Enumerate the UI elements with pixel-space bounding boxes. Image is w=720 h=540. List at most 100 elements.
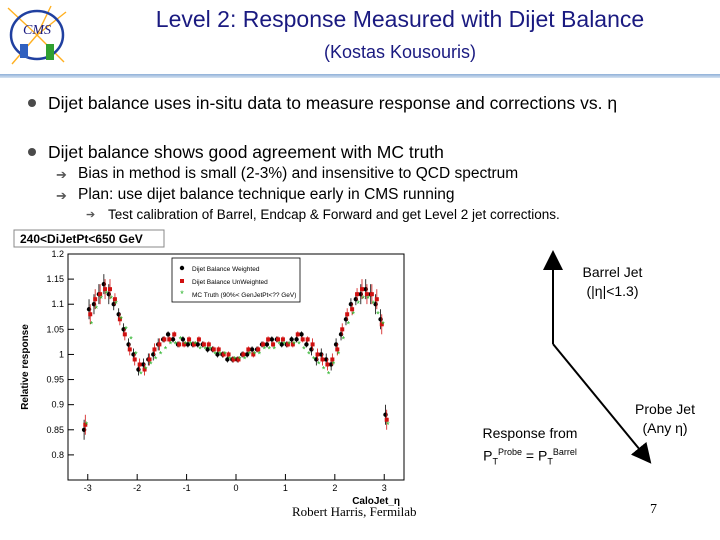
bullet-1: Dijet balance uses in-situ data to measu… bbox=[48, 93, 618, 113]
data-point: * bbox=[144, 365, 148, 375]
data-point: * bbox=[312, 354, 316, 364]
data-point: * bbox=[119, 314, 123, 324]
data-point bbox=[112, 297, 117, 302]
data-point: * bbox=[273, 344, 277, 354]
data-point: * bbox=[208, 344, 212, 354]
x-tick-label: 0 bbox=[233, 483, 238, 493]
data-point: * bbox=[228, 354, 232, 364]
data-point bbox=[305, 337, 310, 342]
slide-title: Level 2: Response Measured with Dijet Ba… bbox=[155, 6, 645, 32]
data-point bbox=[374, 297, 379, 302]
data-point: * bbox=[258, 349, 262, 359]
response-formula: PTProbe = PTBarrel bbox=[483, 447, 577, 467]
y-tick-label: 0.8 bbox=[51, 450, 64, 460]
data-point: * bbox=[174, 339, 178, 349]
data-point: * bbox=[287, 339, 291, 349]
data-point bbox=[98, 292, 103, 297]
data-point bbox=[350, 307, 355, 312]
data-point: * bbox=[361, 294, 365, 304]
data-point: * bbox=[337, 349, 341, 359]
data-point bbox=[289, 337, 294, 342]
data-point bbox=[355, 292, 360, 297]
data-point: * bbox=[95, 304, 99, 314]
data-point bbox=[177, 342, 182, 347]
probe-jet-eta: (Any η) bbox=[642, 420, 688, 436]
data-point bbox=[221, 352, 226, 357]
data-point: * bbox=[154, 354, 158, 364]
data-point: * bbox=[248, 349, 252, 359]
data-point bbox=[192, 342, 196, 347]
data-point: * bbox=[169, 339, 173, 349]
y-axis-label: Relative response bbox=[20, 324, 31, 410]
data-point bbox=[364, 292, 369, 297]
data-point bbox=[162, 337, 167, 342]
data-point: * bbox=[134, 349, 138, 359]
data-point bbox=[315, 352, 320, 357]
probe-jet-title: Probe Jet bbox=[635, 401, 695, 417]
dijet-diagram bbox=[440, 250, 715, 470]
data-point bbox=[196, 337, 201, 342]
data-point bbox=[157, 342, 162, 347]
data-point bbox=[152, 347, 157, 352]
data-point: * bbox=[292, 339, 296, 349]
data-point: * bbox=[347, 319, 351, 329]
data-point bbox=[165, 332, 171, 337]
data-point bbox=[88, 312, 93, 317]
data-point: * bbox=[263, 344, 267, 354]
data-point bbox=[180, 337, 186, 342]
data-point bbox=[335, 347, 340, 352]
data-point bbox=[379, 322, 384, 327]
y-tick-label: 0.85 bbox=[46, 425, 64, 435]
data-point: * bbox=[352, 309, 356, 319]
data-point: * bbox=[124, 324, 128, 334]
y-tick-label: 0.95 bbox=[46, 375, 64, 385]
data-point bbox=[206, 342, 211, 347]
data-point bbox=[295, 332, 300, 337]
data-point bbox=[369, 292, 374, 297]
legend-box bbox=[171, 257, 301, 303]
data-point: * bbox=[105, 289, 109, 299]
response-chart: 240<DiJetPt<650 GeV 0.8 0.85 0.9 0.95 1 1.05 1.… bbox=[12, 228, 412, 518]
data-point bbox=[132, 357, 137, 362]
data-point: * bbox=[193, 339, 197, 349]
data-point: * bbox=[371, 299, 375, 309]
data-point bbox=[256, 347, 261, 352]
data-point bbox=[127, 347, 132, 352]
data-point: * bbox=[218, 349, 222, 359]
data-point: * bbox=[253, 349, 257, 359]
arrow-bullet-icon: ➔ bbox=[86, 209, 96, 221]
data-point: * bbox=[386, 420, 390, 430]
bullet-dot bbox=[28, 148, 36, 156]
x-tick-label: -2 bbox=[133, 483, 141, 493]
y-tick-label: 0.9 bbox=[51, 400, 64, 410]
data-point bbox=[244, 352, 250, 357]
data-point: * bbox=[376, 309, 380, 319]
data-point bbox=[266, 337, 271, 342]
data-point bbox=[195, 342, 200, 347]
data-point: * bbox=[179, 334, 183, 344]
data-point bbox=[299, 332, 304, 337]
data-point bbox=[201, 342, 206, 347]
title-divider bbox=[0, 74, 720, 78]
data-point bbox=[294, 337, 299, 342]
data-point bbox=[340, 327, 345, 332]
data-point bbox=[330, 357, 335, 362]
bullet-dot bbox=[28, 99, 36, 107]
data-point bbox=[103, 287, 108, 292]
bullet-2: Dijet balance shows good agreement with … bbox=[48, 142, 444, 162]
response-label: Response from PTProbe = PTBarrel bbox=[455, 424, 605, 471]
data-point: * bbox=[317, 359, 321, 369]
arrow-bullet-icon: ➔ bbox=[56, 167, 67, 182]
y-tick-label: 1.05 bbox=[46, 324, 64, 334]
data-point bbox=[215, 352, 220, 357]
data-point bbox=[226, 352, 231, 357]
data-point bbox=[261, 342, 266, 347]
arrow-bullet-icon: ➔ bbox=[56, 188, 67, 203]
data-point bbox=[300, 337, 305, 342]
data-point: * bbox=[159, 349, 163, 359]
data-point: * bbox=[164, 344, 168, 354]
legend-entry: MC Truth (90%< GenJetPt<?? GeV) bbox=[192, 292, 296, 299]
data-point bbox=[325, 362, 330, 367]
y-tick-label: 1.1 bbox=[51, 299, 64, 309]
data-point: * bbox=[189, 339, 193, 349]
